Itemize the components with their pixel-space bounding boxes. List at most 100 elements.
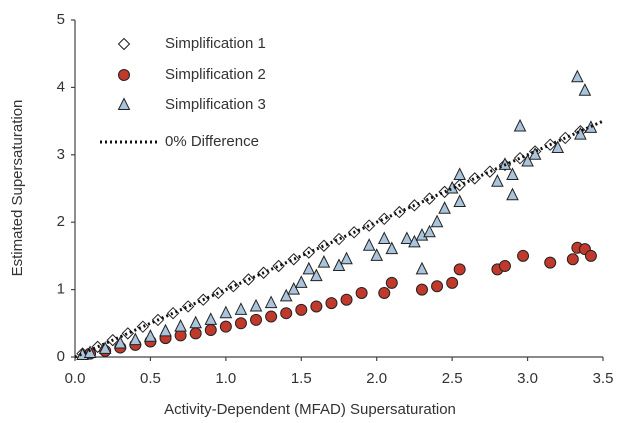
point (506, 187, 519, 201)
point (204, 324, 217, 337)
point (584, 249, 597, 262)
y-axis-label: Estimated Supersaturation (9, 100, 26, 277)
y-tick-label: 4 (57, 78, 65, 95)
point (280, 307, 293, 320)
point (249, 298, 263, 312)
point (566, 253, 579, 266)
x-tick-label: 1.5 (291, 370, 312, 387)
legend-label: Simplification 3 (165, 96, 266, 113)
point (521, 153, 534, 167)
point (272, 259, 285, 273)
point (517, 249, 530, 262)
point (295, 303, 308, 316)
point (279, 288, 293, 302)
point (408, 234, 421, 248)
point (181, 300, 195, 313)
x-tick-label: 1.0 (215, 370, 236, 387)
point (423, 192, 436, 205)
point (287, 281, 301, 295)
point (370, 248, 384, 261)
point (431, 280, 444, 293)
point (219, 320, 232, 333)
point (498, 260, 511, 273)
point (385, 241, 399, 255)
point (551, 140, 565, 154)
point (378, 212, 391, 226)
point (265, 310, 278, 323)
point (453, 167, 466, 181)
point (204, 312, 218, 325)
point (446, 276, 459, 289)
reference-line (74, 119, 604, 359)
point (234, 302, 248, 315)
point (400, 231, 414, 245)
point (325, 297, 338, 310)
legend-marker (117, 97, 131, 110)
point (415, 261, 429, 275)
point (264, 295, 278, 309)
point (189, 327, 202, 340)
x-tick-label: 2.0 (366, 370, 387, 387)
point (98, 341, 112, 354)
y-tick-label: 2 (57, 213, 65, 230)
point (377, 231, 391, 245)
point (159, 323, 172, 337)
point (302, 261, 316, 275)
point (317, 239, 331, 252)
y-tick-label: 0 (57, 348, 65, 365)
point (340, 251, 353, 265)
x-tick-label: 3.0 (517, 370, 538, 387)
point (234, 317, 247, 330)
point (310, 300, 323, 313)
point (340, 293, 353, 306)
point (362, 219, 376, 232)
point (491, 174, 504, 187)
point (468, 172, 481, 185)
point (506, 167, 519, 181)
point (166, 306, 180, 320)
point (83, 345, 97, 358)
point (144, 329, 157, 342)
y-tick-label: 1 (57, 281, 65, 298)
point (430, 214, 444, 228)
x-tick-label: 0.5 (140, 370, 161, 387)
point (219, 305, 233, 319)
point (294, 275, 308, 288)
point (332, 232, 346, 246)
point (121, 327, 135, 340)
point (174, 319, 187, 332)
point (317, 255, 331, 268)
legend-label: 0% Difference (165, 133, 259, 150)
legend-marker (117, 37, 131, 51)
point (332, 258, 346, 272)
point (310, 268, 323, 282)
point (453, 194, 466, 207)
point (227, 280, 240, 293)
point (544, 256, 557, 269)
y-tick-label: 3 (57, 146, 65, 163)
point (423, 224, 436, 238)
point (355, 286, 368, 299)
point (438, 201, 451, 214)
point (287, 253, 300, 266)
point (189, 315, 202, 329)
point (129, 332, 142, 346)
point (415, 283, 428, 296)
point (483, 165, 497, 178)
x-tick-label: 2.5 (442, 370, 463, 387)
x-axis-label: Activity-Dependent (MFAD) Supersaturatio… (164, 401, 456, 418)
point (136, 320, 150, 333)
point (385, 276, 398, 289)
point (113, 335, 127, 349)
y-tick-label: 5 (57, 11, 65, 28)
point (584, 120, 598, 133)
point (571, 69, 584, 83)
legend-label: Simplification 1 (165, 35, 266, 52)
x-tick-label: 3.5 (593, 370, 614, 387)
point (453, 263, 466, 276)
point (362, 238, 376, 251)
point (378, 286, 391, 299)
point (250, 313, 263, 326)
legend-label: Simplification 2 (165, 66, 266, 83)
legend-marker (118, 69, 130, 81)
